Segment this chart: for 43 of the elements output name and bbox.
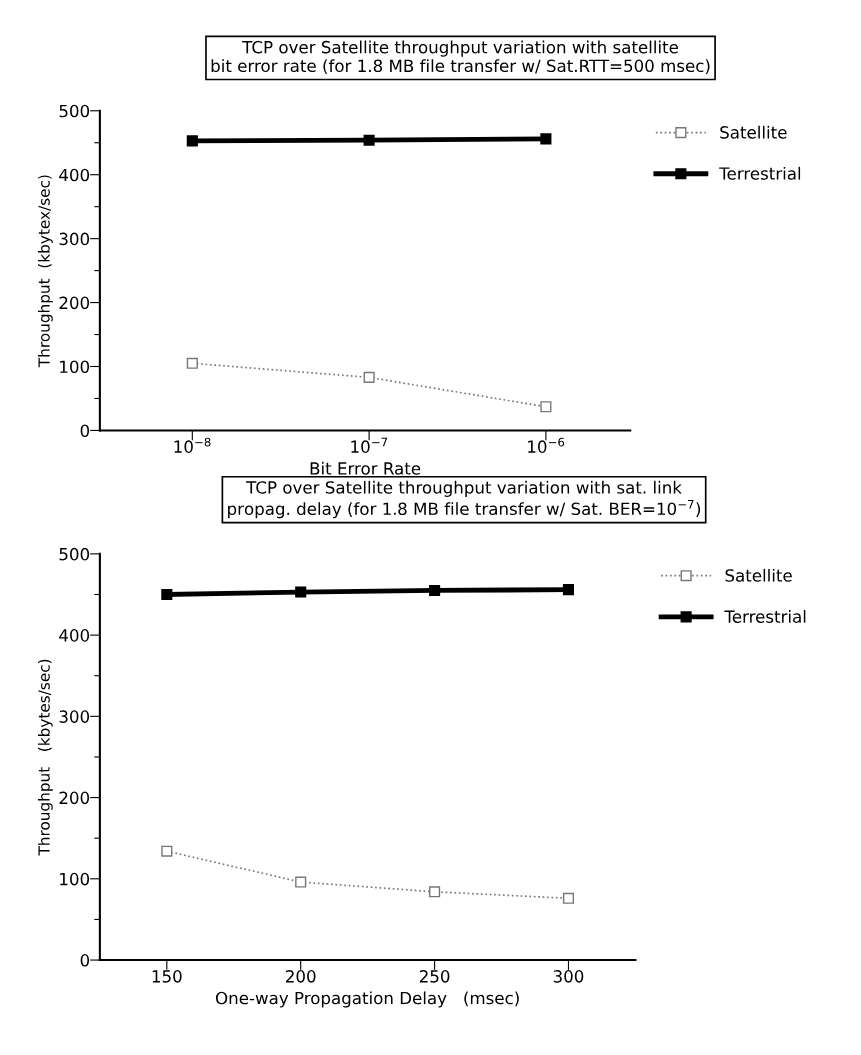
point	[429, 886, 441, 898]
point	[562, 584, 575, 596]
y-tick-label: 500	[59, 547, 90, 561]
point	[186, 135, 198, 147]
chart-title: TCP over Satellite throughput variation with sat. link propag. delay (for 1.8 MB file transfer w/ Sat. BER=10$^{−7}$)	[228, 480, 701, 519]
point	[540, 401, 552, 413]
y-tick-label: 100	[60, 872, 90, 886]
legend-label: Satellite	[725, 568, 792, 582]
y-tick-label: 300	[59, 710, 90, 723]
y-tick-label: 500	[59, 104, 90, 118]
y-axis-title: Throughput (kbytes/sec)	[38, 659, 53, 856]
point	[295, 876, 307, 888]
point	[363, 371, 375, 383]
legend-label: Satellite	[720, 125, 787, 139]
point	[295, 586, 307, 598]
x-tick-label: 10$^{−8}$	[174, 437, 211, 453]
legend-label: Terrestrial	[719, 166, 801, 180]
point	[562, 892, 575, 904]
y-tick-label: 400	[59, 629, 90, 642]
y-axis-title: Throughput (kbytex/sec)	[38, 175, 53, 368]
point	[540, 133, 552, 145]
point	[429, 584, 441, 596]
y-tick-label: 200	[59, 791, 90, 805]
x-tick-label: 250	[419, 970, 450, 983]
point	[363, 134, 375, 146]
y-tick-label: 100	[60, 360, 90, 374]
y-tick-label: 300	[59, 232, 90, 246]
legend-label: Terrestrial	[724, 610, 806, 623]
x-axis-title: One-way Propagation Delay (msec)	[215, 991, 519, 1008]
point	[161, 845, 173, 857]
y-tick-label: 200	[59, 296, 90, 310]
y-tick-label: 400	[59, 168, 90, 182]
y-tick-label: 0	[80, 954, 90, 967]
point	[186, 357, 198, 369]
x-axis-title: Bit Error Rate	[310, 461, 421, 475]
y-tick-label: 0	[80, 424, 90, 438]
point	[161, 588, 173, 601]
chart-title: TCP over Satellite throughput variation with satellite bit error rate (for 1.8 MB file transfer w/ Sat.RTT=500 msec)	[211, 40, 710, 75]
x-tick-label: 200	[286, 970, 316, 983]
x-tick-label: 10$^{−7}$	[351, 437, 388, 453]
x-tick-label: 10$^{−6}$	[528, 437, 565, 453]
x-tick-label: 150	[152, 970, 182, 983]
x-tick-label: 300	[553, 970, 584, 983]
